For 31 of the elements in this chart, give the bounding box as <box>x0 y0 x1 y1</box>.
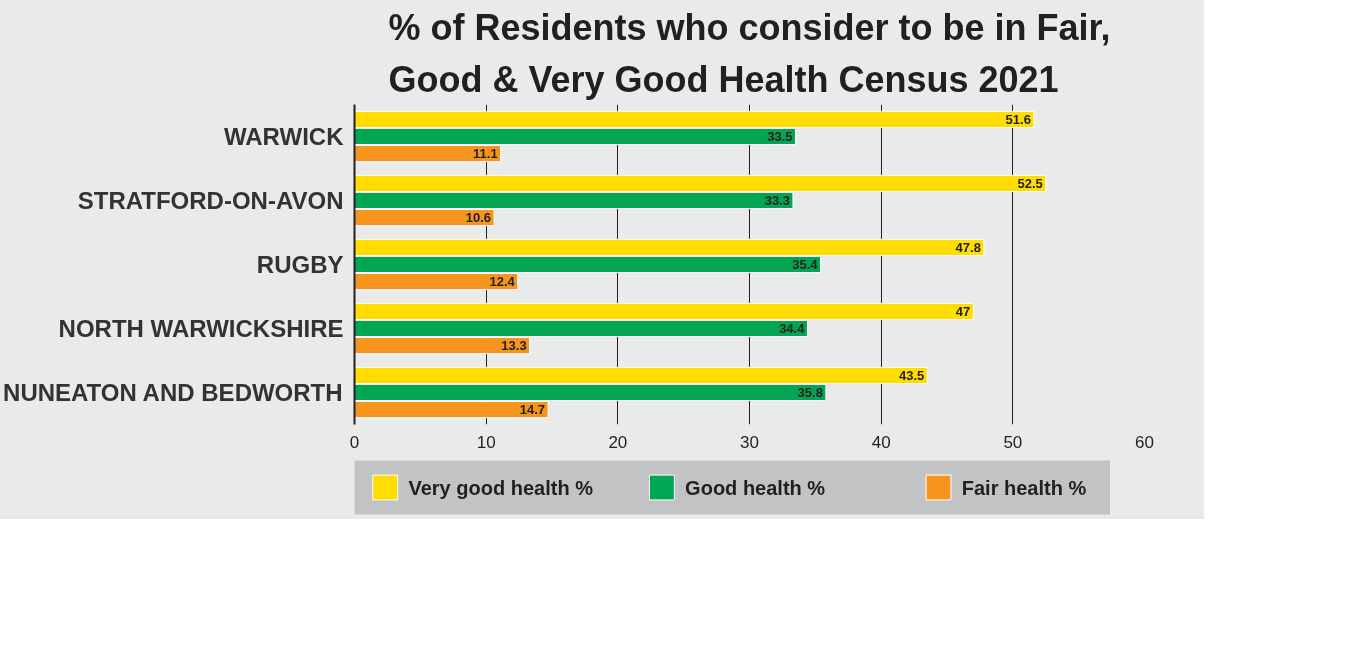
data-label: 52.5 <box>1017 175 1043 191</box>
data-label: 13.3 <box>501 338 527 354</box>
legend-label: Very good health % <box>408 476 594 499</box>
data-label: 33.5 <box>767 129 793 144</box>
y-tick-label: STRATFORD-ON-AVON <box>77 187 344 214</box>
y-tick-label: RUGBY <box>256 251 344 278</box>
y-tick-label: NORTH WARWICKSHIRE <box>58 315 344 342</box>
x-tick-label: 0 <box>349 432 360 452</box>
x-tick-label: 40 <box>871 432 891 452</box>
data-label: 47.8 <box>955 239 981 255</box>
y-tick-label: WARWICK <box>223 123 345 150</box>
x-tick-label: 60 <box>1135 432 1154 452</box>
x-tick-label: 20 <box>608 432 628 452</box>
data-label: 47 <box>955 303 971 319</box>
y-tick-label: NUNEATON AND BEDWORTH <box>3 379 343 406</box>
legend-label: Good health % <box>685 476 826 499</box>
data-label: 11.1 <box>473 146 498 162</box>
data-label: 12.4 <box>489 274 516 290</box>
data-label: 35.4 <box>792 257 819 272</box>
x-tick-label: 50 <box>1003 432 1023 452</box>
data-label: 33.3 <box>764 193 790 208</box>
data-label: 34.4 <box>779 321 806 336</box>
data-label: 35.8 <box>797 385 823 400</box>
data-label: 14.7 <box>519 402 546 418</box>
x-tick-label: 30 <box>740 432 759 452</box>
x-tick-label: 10 <box>476 432 496 452</box>
legend-label: Fair health % <box>961 476 1087 499</box>
data-label: 10.6 <box>465 210 492 226</box>
data-label: 43.5 <box>898 367 925 383</box>
data-label: 51.6 <box>1005 111 1031 127</box>
chart-title: % of Residents who consider to be in Fair, Good & Very Good Health Census 2021 <box>388 7 1111 100</box>
